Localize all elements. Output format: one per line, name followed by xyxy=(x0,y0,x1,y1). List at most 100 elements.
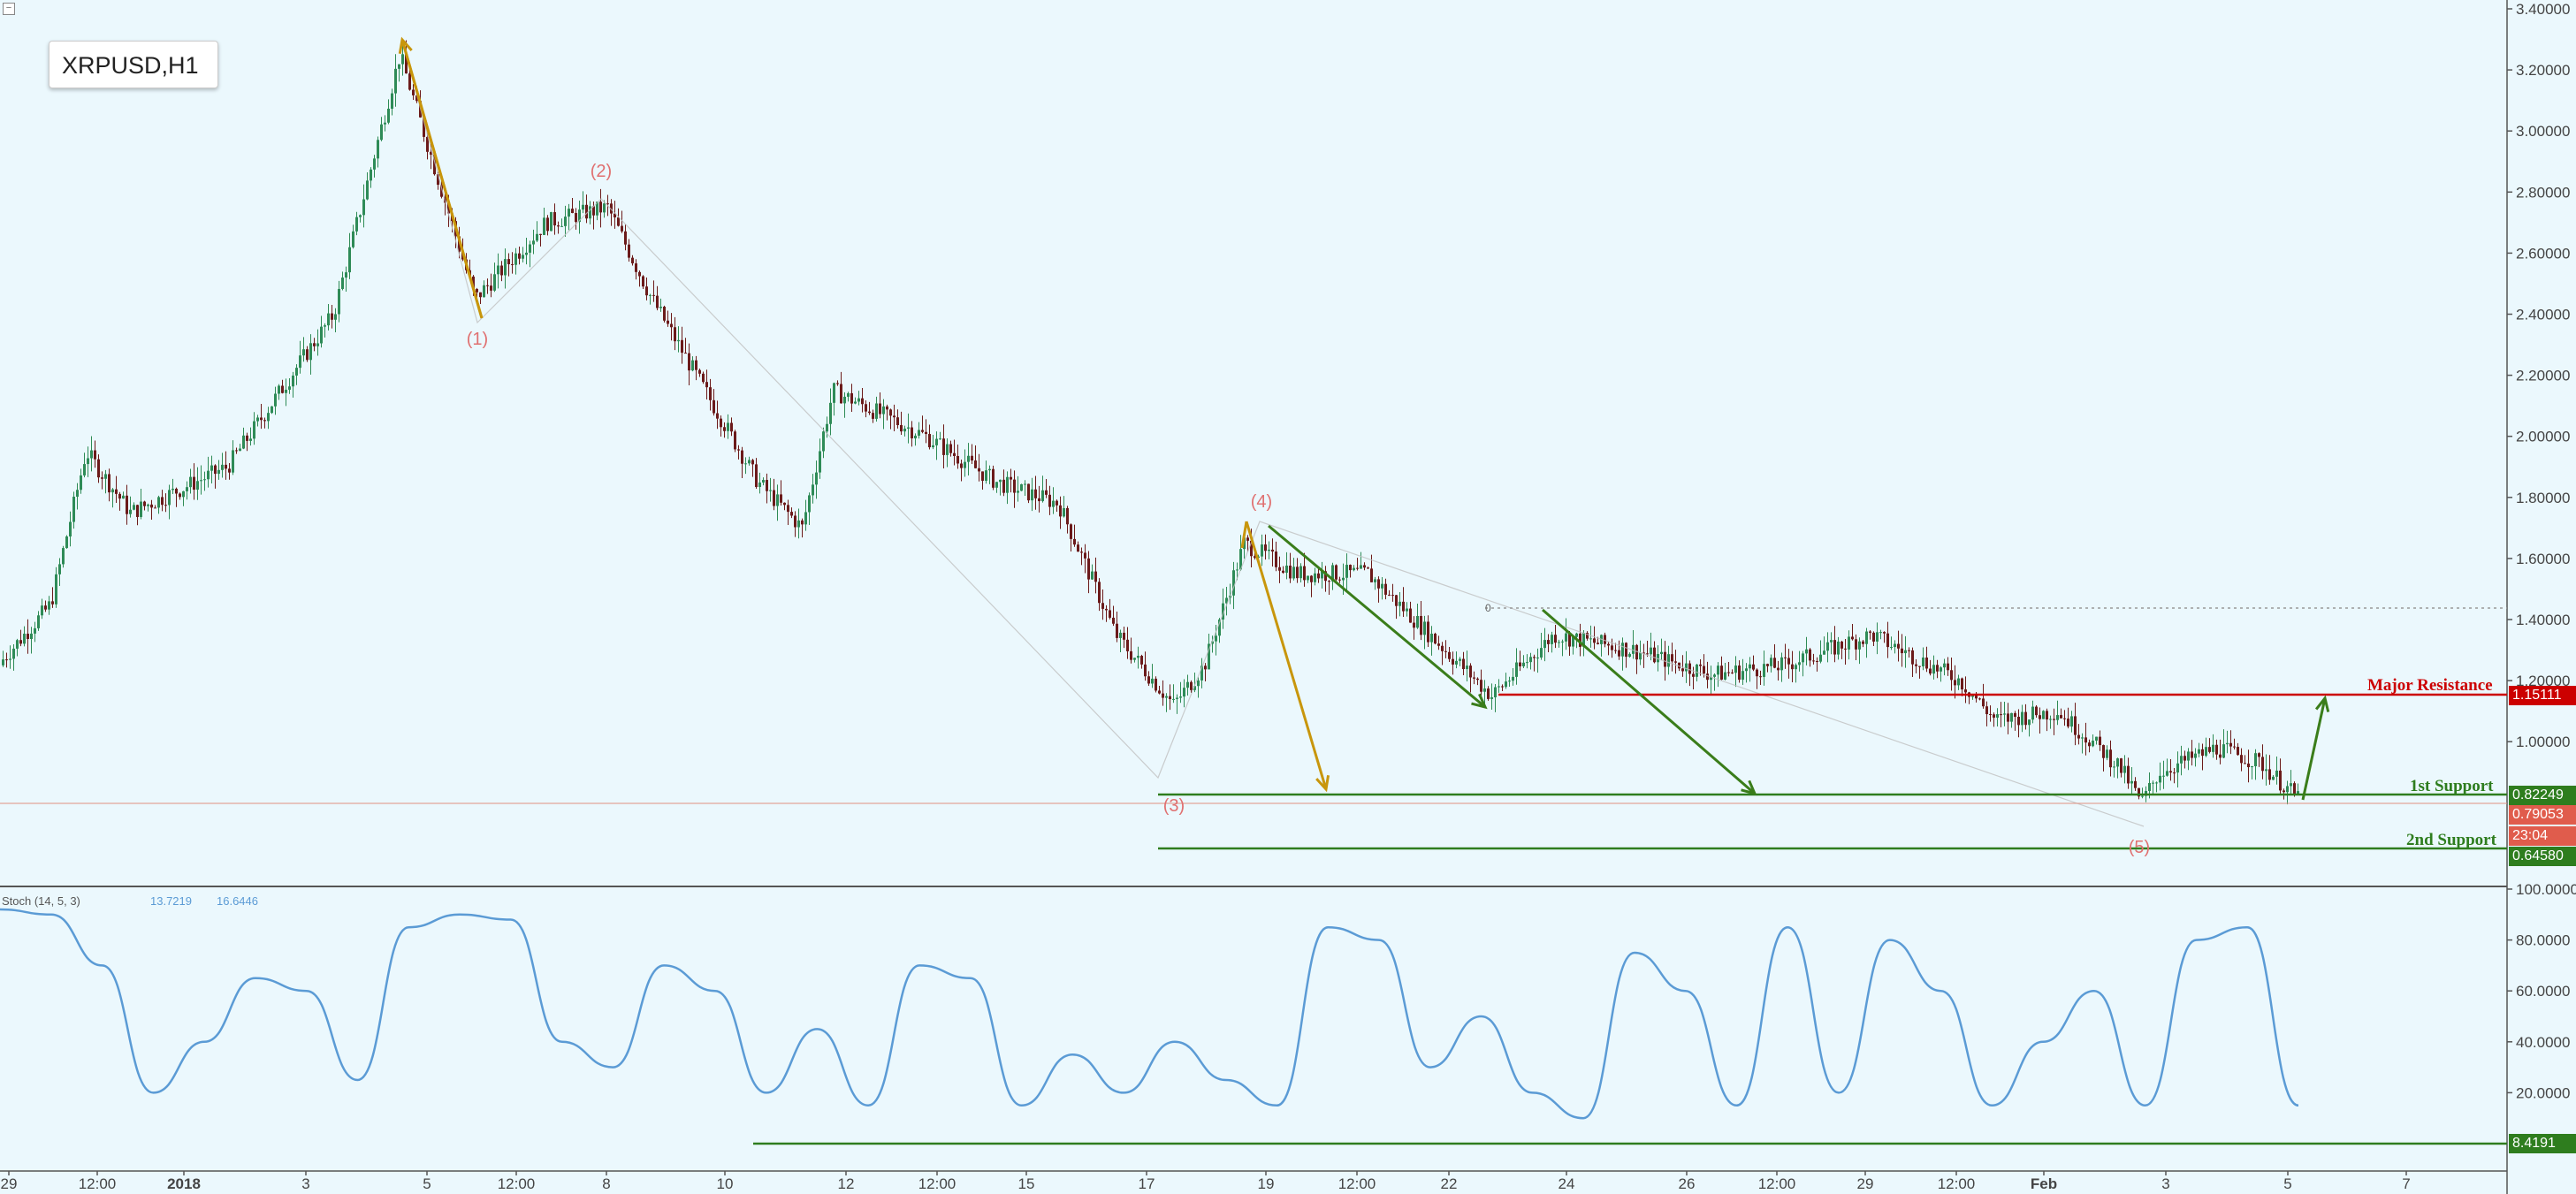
candle-body xyxy=(1246,537,1249,541)
candle-body xyxy=(1522,662,1525,666)
candle-body xyxy=(2272,776,2275,780)
candle-body xyxy=(557,225,560,227)
price-tick-label: 1.40000 xyxy=(2516,612,2570,628)
candle-body xyxy=(850,392,853,404)
candle-body xyxy=(1855,639,1857,650)
candle-body xyxy=(1388,594,1391,596)
candle-body xyxy=(394,68,397,94)
price-candles xyxy=(2,40,2299,805)
candle-body xyxy=(58,564,61,574)
candle-body xyxy=(857,398,860,402)
candle-body xyxy=(1091,571,1094,580)
candle-body xyxy=(408,73,411,90)
candle-body xyxy=(504,259,507,276)
candle-body xyxy=(51,601,54,605)
candle-body xyxy=(1455,660,1458,665)
candle-body xyxy=(1773,658,1776,668)
candle-body xyxy=(766,480,768,491)
candle-body xyxy=(1459,658,1461,661)
symbol-title: XRPUSD,H1 xyxy=(49,41,218,88)
candle-body xyxy=(1519,662,1521,666)
candle-body xyxy=(2152,782,2154,784)
candle-body xyxy=(207,470,210,480)
wave-label: (4) xyxy=(1251,492,1272,512)
candle-body xyxy=(1943,663,1946,668)
candle-body xyxy=(1324,571,1327,582)
candle-body xyxy=(1823,650,1825,655)
candle-body xyxy=(1911,650,1914,665)
candle-body xyxy=(249,438,252,441)
candle-body xyxy=(2123,765,2126,773)
candle-body xyxy=(2042,711,2045,719)
minus-square-icon[interactable]: − xyxy=(3,3,15,15)
candle-body xyxy=(1833,640,1836,655)
candle-body xyxy=(387,109,390,123)
time-tick-label: 19 xyxy=(1258,1175,1275,1192)
candle-body xyxy=(486,285,489,286)
wave-label: (2) xyxy=(591,162,612,181)
green-arrow-1 xyxy=(1268,524,1486,709)
candle-body xyxy=(1073,538,1076,545)
candle-body xyxy=(1561,641,1564,643)
candle-body xyxy=(1452,658,1454,665)
candle-body xyxy=(1812,660,1815,662)
candle-body xyxy=(1063,508,1065,517)
candle-body xyxy=(1077,544,1079,552)
candle-body xyxy=(362,199,365,216)
candle-body xyxy=(1413,622,1415,628)
candle-body xyxy=(564,217,567,226)
candle-body xyxy=(1084,552,1086,559)
candle-body xyxy=(2176,763,2179,773)
candle-body xyxy=(932,445,934,448)
candle-body xyxy=(175,488,178,494)
candle-body xyxy=(133,505,135,510)
candle-body xyxy=(1713,674,1716,677)
green-arrow-2-head xyxy=(1741,780,1757,796)
candle-body xyxy=(1526,662,1528,664)
candle-body xyxy=(493,274,496,291)
candle-body xyxy=(981,471,984,481)
candle-body xyxy=(80,475,82,491)
candle-body xyxy=(2113,766,2115,768)
candle-body xyxy=(631,257,634,263)
candle-body xyxy=(313,343,316,346)
candle-body xyxy=(822,431,825,452)
candle-body xyxy=(1165,696,1168,698)
candle-body xyxy=(1172,698,1175,700)
candle-body xyxy=(1480,680,1482,692)
candle-body xyxy=(1059,505,1062,517)
candle-body xyxy=(1133,658,1136,660)
candle-body xyxy=(1423,621,1426,635)
candle-body xyxy=(2010,712,2013,722)
candle-body xyxy=(292,375,294,387)
candle-body xyxy=(118,493,121,499)
candle-body xyxy=(1876,632,1879,642)
candle-body xyxy=(338,288,340,315)
candle-body xyxy=(691,360,694,371)
candle-body xyxy=(1261,544,1263,557)
candle-body xyxy=(529,244,531,253)
candle-body xyxy=(2258,753,2260,757)
candle-body xyxy=(179,493,181,498)
candle-body xyxy=(2275,770,2278,777)
candle-body xyxy=(1505,681,1507,688)
candle-body xyxy=(48,601,50,610)
candle-body xyxy=(1271,549,1274,552)
indicator-name[interactable]: Stoch (14, 5, 3) xyxy=(2,894,80,908)
green-up-arrow xyxy=(2301,697,2327,801)
candle-body xyxy=(596,202,598,216)
candle-body xyxy=(2099,736,2101,746)
candle-body xyxy=(1756,669,1758,677)
candle-body xyxy=(829,402,832,424)
candle-body xyxy=(2141,795,2144,797)
candle-body xyxy=(2024,711,2027,726)
candle-body xyxy=(122,495,125,499)
candle-body xyxy=(1222,603,1224,620)
candle-body xyxy=(1586,633,1589,639)
candle-body xyxy=(2138,787,2140,797)
candle-body xyxy=(1604,635,1606,644)
candle-body xyxy=(914,435,917,439)
candle-body xyxy=(1130,650,1132,660)
candle-body xyxy=(1635,644,1638,660)
